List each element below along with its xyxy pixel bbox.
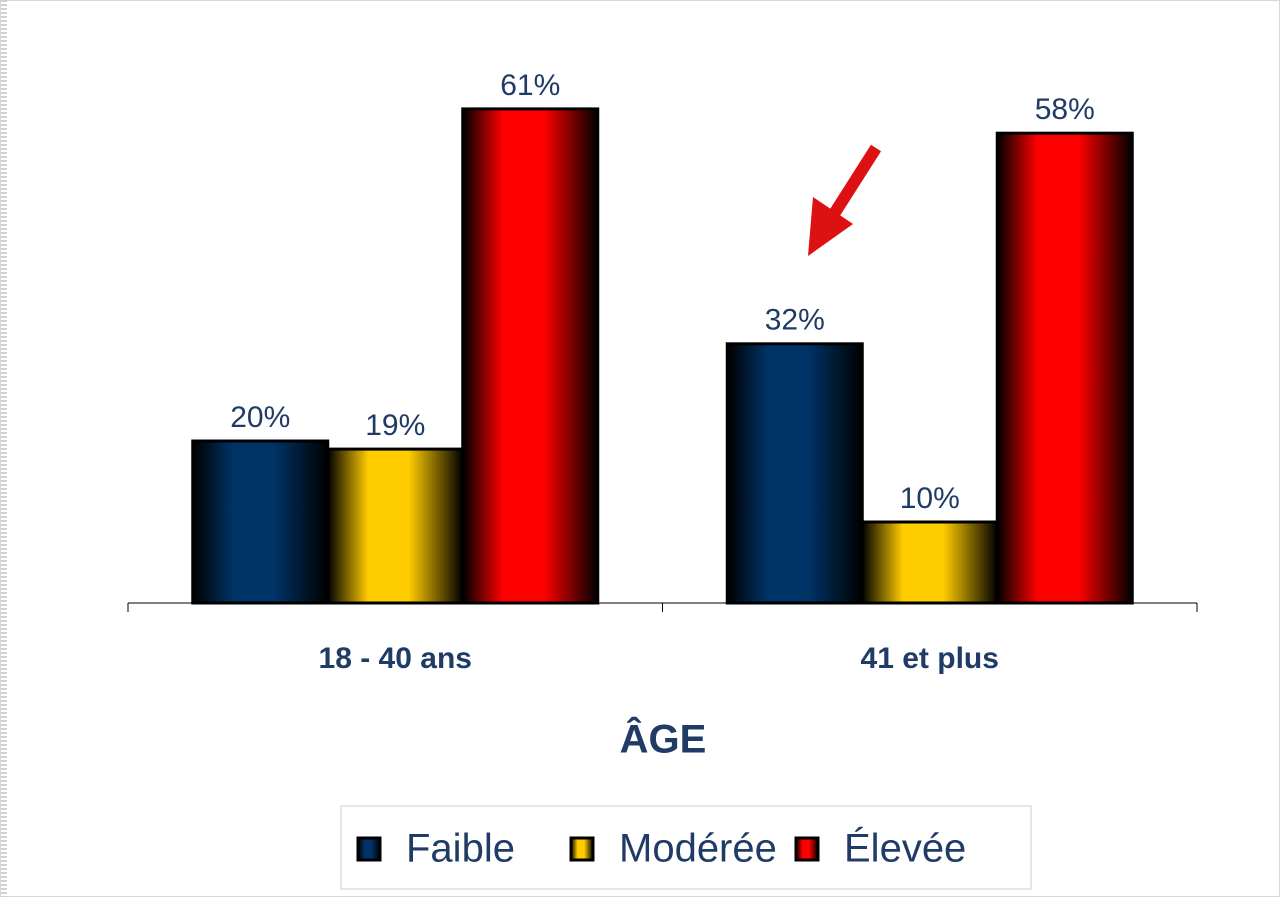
bar xyxy=(326,447,465,605)
arrow-head xyxy=(808,197,853,256)
data-label: 19% xyxy=(365,409,425,442)
data-label: 32% xyxy=(765,304,825,337)
data-label: 10% xyxy=(900,482,960,515)
data-label: 20% xyxy=(230,401,290,434)
legend-swatch xyxy=(794,836,820,862)
arrow-shaft xyxy=(828,144,882,218)
bar xyxy=(860,520,999,605)
legend-swatch xyxy=(569,836,595,862)
bar xyxy=(725,342,864,605)
bar xyxy=(191,439,330,605)
data-label: 58% xyxy=(1035,93,1095,126)
legend-swatch xyxy=(356,836,382,862)
data-label: 61% xyxy=(500,69,560,102)
legend-label: Modérée xyxy=(619,827,777,871)
legend-box xyxy=(340,805,1032,890)
x-tick-label: 41 et plus xyxy=(861,642,999,675)
x-tick-label: 18 - 40 ans xyxy=(319,642,472,675)
bar xyxy=(461,107,600,605)
arrow xyxy=(808,144,882,256)
bar xyxy=(995,131,1134,605)
legend-label: Élevée xyxy=(844,826,966,871)
x-axis-title: ÂGE xyxy=(620,716,707,762)
legend-label: Faible xyxy=(406,827,515,871)
